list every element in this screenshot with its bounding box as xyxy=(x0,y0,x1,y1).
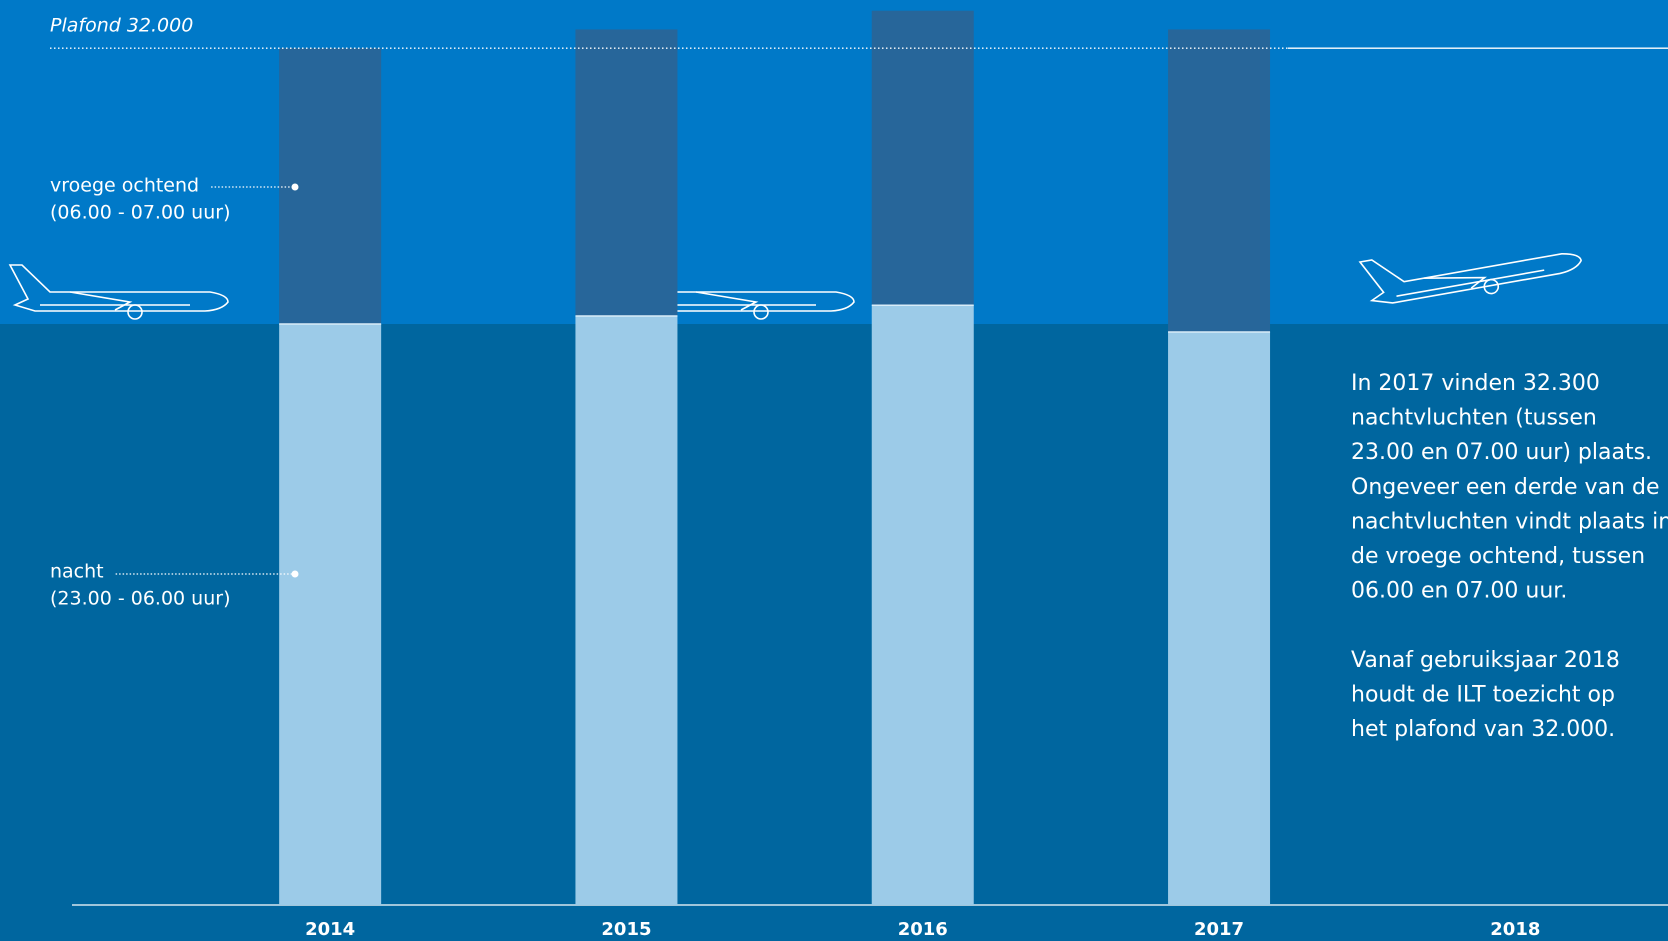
info-text: nachtvluchten (tussen xyxy=(1351,406,1597,431)
legend-hours: (06.00 - 07.00 uur) xyxy=(50,202,230,224)
x-tick-label: 2016 xyxy=(898,919,948,940)
info-text: 06.00 en 07.00 uur. xyxy=(1351,579,1567,604)
bar-segment xyxy=(1168,29,1270,332)
x-tick-label: 2014 xyxy=(305,919,355,940)
info-text: nachtvluchten vindt plaats in xyxy=(1351,509,1668,534)
page: Plafond 32.000 2014 2015 2016 2017 2018 vroeg… xyxy=(0,0,1668,941)
chart: Plafond 32.000 2014 2015 2016 2017 2018 vroeg… xyxy=(0,0,1668,941)
legend-hours: (23.00 - 06.00 uur) xyxy=(50,588,230,610)
bar-segment xyxy=(872,11,974,306)
info-text: houdt de ILT toezicht op xyxy=(1351,682,1615,707)
legend-dot xyxy=(292,571,299,578)
bar-segment xyxy=(575,316,677,905)
bar-segment xyxy=(1168,332,1270,905)
x-tick-label: 2015 xyxy=(601,919,651,940)
info-text: de vroege ochtend, tussen xyxy=(1351,544,1645,569)
bar-segment xyxy=(575,29,677,315)
info-text: In 2017 vinden 32.300 xyxy=(1351,371,1600,396)
info-text: Ongeveer een derde van de xyxy=(1351,475,1659,500)
legend-label: nacht xyxy=(50,561,104,583)
x-tick-label: 2017 xyxy=(1194,919,1244,940)
info-text: 23.00 en 07.00 uur) plaats. xyxy=(1351,440,1652,465)
info-text: Vanaf gebruiksjaar 2018 xyxy=(1351,648,1620,673)
x-tick-label: 2018 xyxy=(1490,919,1540,940)
bar-segment xyxy=(872,305,974,905)
legend-dot xyxy=(292,184,299,191)
info-text: het plafond van 32.000. xyxy=(1351,717,1615,742)
ceiling-label: Plafond 32.000 xyxy=(50,15,193,37)
legend-label: vroege ochtend xyxy=(50,175,199,197)
bar-segment xyxy=(279,324,381,905)
